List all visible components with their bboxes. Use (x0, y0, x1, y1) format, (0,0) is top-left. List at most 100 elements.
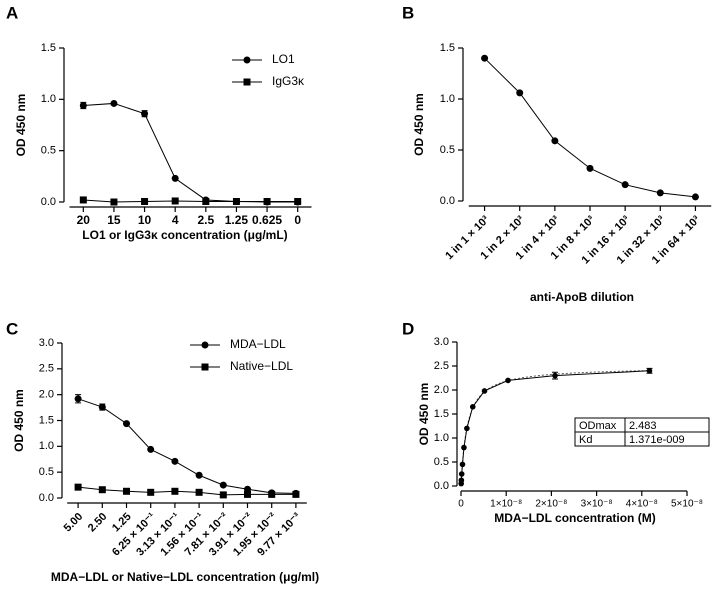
marker-square (141, 197, 149, 205)
series-line (484, 57, 696, 198)
y-axis-label: OD 450 nm (12, 389, 26, 452)
marker-circle (171, 174, 179, 182)
legend-label: IgG3κ (272, 74, 305, 88)
y-tick-label: 0.5 (440, 144, 455, 156)
table-text: ODmax (579, 420, 617, 432)
table-cell (624, 431, 710, 447)
marker-square (219, 491, 227, 499)
x-tick-label: 5×10⁻⁸ (671, 499, 703, 510)
y-tick-label: 1.5 (434, 408, 449, 420)
y-axis-label: OD 450 nm (412, 93, 426, 156)
y-tick-label: 1.0 (440, 93, 455, 105)
marker-square (268, 490, 276, 498)
marker-circle (98, 403, 106, 411)
marker-square (292, 490, 300, 498)
x-tick-label: 0 (458, 499, 464, 510)
x-tick-label: 20 (77, 213, 91, 227)
legend-marker (201, 341, 209, 349)
marker-circle (586, 164, 594, 172)
y-tick-label: 0.0 (440, 195, 455, 207)
x-tick-label: 10 (138, 213, 152, 227)
legend-label: LO1 (272, 52, 295, 66)
legend-label: Native−LDL (230, 359, 293, 373)
y-tick-label: 0.0 (39, 492, 54, 504)
panel-label: C (6, 319, 18, 338)
marker-circle (123, 420, 130, 428)
x-tick-label: 15 (107, 213, 121, 227)
table-text: Kd (579, 434, 592, 446)
point (458, 477, 465, 484)
y-tick-label: 0.5 (434, 456, 449, 468)
table-text: 2.483 (629, 420, 657, 432)
x-tick-label: 1×10⁻⁸ (490, 499, 522, 510)
marker-circle (551, 137, 559, 145)
point (552, 372, 558, 379)
table-text: 1.371e-009 (629, 434, 685, 446)
y-tick-label: 0.5 (39, 466, 54, 478)
x-axis-label: anti-ApoB dilution (530, 290, 634, 304)
x-tick-label: 0 (294, 213, 301, 227)
marker-circle (171, 457, 179, 465)
panel-label: D (402, 319, 414, 338)
x-tick-label: 0.625 (252, 213, 282, 227)
x-tick-label: 2.5 (197, 213, 214, 227)
legend-marker (243, 56, 251, 64)
point (505, 377, 511, 384)
y-tick-label: 2.5 (434, 360, 449, 372)
y-tick-label: 0.0 (434, 480, 449, 492)
series-line (78, 486, 296, 496)
point (469, 404, 476, 410)
legend-marker (243, 78, 251, 86)
y-tick-label: 2.0 (39, 389, 54, 401)
marker-circle (621, 181, 629, 189)
fit-curve (460, 370, 650, 486)
point (461, 444, 467, 451)
marker-square (171, 487, 179, 495)
marker-square (147, 488, 155, 496)
y-tick-label: 1.0 (41, 93, 56, 105)
y-tick-label: 0.0 (41, 196, 56, 208)
marker-square (244, 490, 251, 498)
y-tick-label: 1.5 (39, 414, 54, 426)
panel-label: A (6, 3, 18, 22)
point (464, 425, 470, 432)
y-tick-label: 1.0 (434, 432, 449, 444)
marker-circle (656, 189, 664, 197)
marker-circle (481, 54, 489, 62)
x-tick-label: 4×10⁻⁸ (626, 499, 658, 510)
x-axis-label: MDA−LDL concentration (M) (494, 511, 655, 525)
panel-label: B (402, 3, 414, 22)
marker-circle (219, 481, 227, 489)
x-tick-label: 4 (172, 213, 179, 227)
x-tick-label: 5.00 (62, 511, 86, 535)
marker-square (202, 197, 210, 205)
marker-circle (110, 99, 118, 107)
point (646, 368, 653, 374)
x-tick-label: 3×10⁻⁸ (581, 499, 613, 510)
point (459, 461, 466, 468)
marker-circle (74, 395, 82, 403)
marker-circle (516, 89, 524, 97)
marker-square (294, 197, 302, 205)
y-axis-label: OD 450 nm (417, 383, 431, 446)
point (481, 388, 488, 394)
marker-square (110, 198, 118, 206)
marker-square (195, 488, 203, 496)
legend-label: MDA−LDL (230, 337, 286, 351)
series-line (77, 398, 296, 494)
marker-square (98, 486, 106, 494)
marker-square (171, 197, 179, 205)
marker-square (263, 197, 271, 205)
point (458, 471, 465, 477)
x-axis-label: LO1 or IgG3κ concentration (μg/mL) (82, 228, 287, 242)
marker-circle (79, 101, 87, 109)
y-tick-label: 1.5 (41, 42, 56, 54)
y-tick-label: 1.5 (440, 42, 455, 54)
marker-circle (691, 193, 699, 201)
y-tick-label: 3.0 (434, 336, 449, 348)
marker-circle (195, 471, 203, 479)
x-tick-label: 2×10⁻⁸ (535, 499, 567, 510)
y-tick-label: 2.0 (434, 384, 449, 396)
y-tick-label: 2.5 (39, 363, 54, 375)
